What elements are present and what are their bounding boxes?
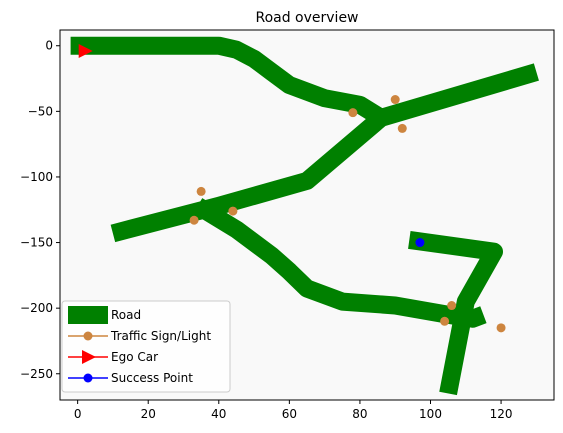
legend-swatch-ego bbox=[82, 350, 96, 364]
ego-car-marker bbox=[78, 43, 93, 58]
x-tick-label: 40 bbox=[211, 407, 226, 421]
y-tick-label: −100 bbox=[20, 170, 53, 184]
x-axis: 0 20 40 60 80 100 120 bbox=[74, 400, 513, 421]
plot-frame bbox=[59, 29, 555, 401]
success-point-marker bbox=[415, 238, 425, 248]
y-tick-label: −250 bbox=[20, 367, 53, 381]
x-tick-label: 0 bbox=[74, 407, 82, 421]
x-tick-label: 80 bbox=[352, 407, 367, 421]
traffic-sign-point bbox=[189, 215, 199, 225]
legend: Road Traffic Sign/Light Ego Car Success Poi… bbox=[61, 300, 231, 393]
legend-swatch-marker bbox=[83, 373, 93, 383]
traffic-sign-point bbox=[397, 123, 407, 133]
y-tick-label: 0 bbox=[45, 39, 53, 53]
x-tick-label: 20 bbox=[141, 407, 156, 421]
traffic-sign-point bbox=[447, 301, 457, 311]
legend-label: Ego Car bbox=[111, 350, 158, 364]
road-segment-4 bbox=[408, 230, 503, 396]
roads-layer bbox=[70, 36, 539, 396]
y-tick-label: −50 bbox=[28, 104, 53, 118]
chart-title: Road overview bbox=[255, 10, 358, 26]
x-tick-label: 60 bbox=[282, 407, 297, 421]
signs-layer bbox=[189, 95, 506, 333]
x-tick-label: 100 bbox=[419, 407, 442, 421]
markers-layer bbox=[78, 43, 425, 248]
y-axis: 0 −50 −100 −150 −200 −250 bbox=[20, 39, 60, 381]
y-tick-label: −200 bbox=[20, 301, 53, 315]
legend-label: Success Point bbox=[111, 371, 193, 385]
traffic-sign-point bbox=[196, 186, 206, 196]
traffic-sign-point bbox=[440, 316, 450, 326]
legend-label: Traffic Sign/Light bbox=[110, 329, 211, 343]
traffic-sign-point bbox=[496, 323, 506, 333]
legend-label: Road bbox=[111, 308, 141, 322]
y-tick-label: −150 bbox=[20, 236, 53, 250]
x-tick-label: 120 bbox=[490, 407, 513, 421]
legend-swatch-marker bbox=[83, 331, 93, 341]
traffic-sign-point bbox=[390, 95, 400, 105]
traffic-sign-point bbox=[228, 206, 238, 216]
traffic-sign-point bbox=[348, 108, 358, 118]
road-segment-2 bbox=[110, 63, 539, 243]
road-segment-1 bbox=[70, 36, 386, 126]
